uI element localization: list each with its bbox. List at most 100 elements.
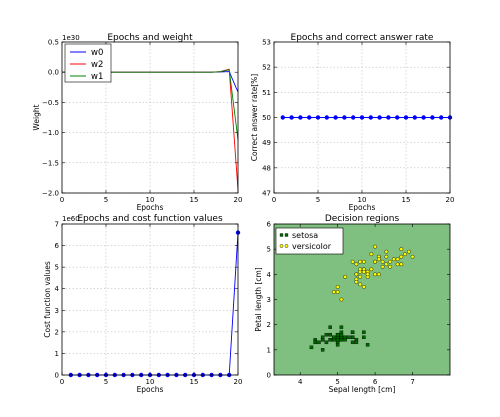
weight-chart-frame [61, 41, 239, 194]
data-point-versicolor [391, 257, 396, 262]
data-point-versicolor [354, 262, 359, 267]
data-point-versicolor [369, 267, 374, 272]
data-point-versicolor [384, 249, 389, 254]
data-point-versicolor [388, 259, 392, 264]
data-point-versicolor [399, 262, 404, 267]
y-tick-label: 0.0 [48, 69, 59, 77]
data-point-versicolor [335, 290, 340, 294]
data-point [412, 115, 417, 120]
y-tick-label: 49 [262, 139, 271, 147]
data-point-setosa [324, 332, 329, 337]
y-tick-label: 52 [262, 64, 271, 72]
data-point [430, 115, 435, 120]
data-point [395, 115, 400, 120]
data-point-setosa [317, 340, 321, 345]
data-point-versicolor [358, 282, 363, 287]
y-tick-label: 2 [55, 328, 59, 336]
data-point-versicolor [376, 272, 381, 277]
weight-chart-ylabel: Weight [32, 104, 41, 130]
data-point-versicolor [335, 285, 340, 289]
decision-regions-title: Decision regions [325, 214, 400, 224]
data-point-versicolor [395, 262, 400, 267]
data-point [421, 115, 426, 120]
x-tick-label: 10 [146, 196, 155, 204]
y-tick-label: −1.0 [42, 129, 59, 137]
data-point [386, 115, 391, 120]
y-tick-label: 2 [267, 321, 271, 329]
data-point-versicolor [373, 272, 378, 277]
data-point-versicolor [358, 267, 363, 272]
legend-swatch-setosa [284, 233, 289, 237]
cost-chart-ylabel: Cost function values [43, 261, 52, 338]
y-tick-label: 4 [267, 271, 272, 279]
accuracy-chart-ylabel: Correct answer rate[%] [250, 74, 259, 162]
data-point-setosa [320, 348, 325, 352]
data-point-versicolor [361, 269, 366, 274]
data-point-setosa [328, 338, 332, 342]
y-tick-label: 1 [267, 346, 271, 354]
x-tick-label: 0 [60, 196, 64, 204]
accuracy-chart-title: Epochs and correct answer rate [291, 33, 434, 43]
data-point-versicolor [332, 290, 336, 294]
accuracy-chart-frame [273, 41, 451, 194]
legend-box [275, 227, 344, 255]
data-point-setosa [350, 340, 355, 345]
y-tick-label: 48 [262, 164, 271, 172]
data-point-versicolor [410, 254, 415, 259]
y-tick-label: 0.5 [48, 39, 59, 47]
y-tick-label: 51 [262, 89, 271, 97]
cost-chart-xlabel: Epochs [137, 385, 164, 394]
decision-regions-chart: Decision regions 4 5 6 7 6 5 4 3 2 1 0 Sepal lengt… [254, 214, 451, 394]
data-point-versicolor [399, 247, 404, 252]
data-point-setosa [354, 340, 359, 345]
x-tick-label: 5 [104, 378, 108, 386]
data-point-versicolor [384, 262, 389, 267]
y-tick-label: −0.5 [42, 99, 59, 107]
data-point-versicolor [358, 259, 363, 264]
data-point-versicolor [354, 272, 359, 277]
x-tick-label: 15 [190, 378, 199, 386]
weight-chart-offset-text: 1e30 [62, 34, 80, 42]
decision-regions-legend: setosa versicolor [275, 227, 344, 255]
accuracy-chart: Epochs and correct answer rate 0 5 10 15 20 5… [250, 33, 454, 212]
y-tick-label: 6 [55, 242, 60, 250]
data-point-setosa [320, 338, 325, 342]
y-tick-label: 4 [55, 285, 60, 293]
data-point-versicolor [395, 257, 400, 262]
data-point-versicolor [373, 259, 378, 264]
x-tick-label: 5 [316, 196, 320, 204]
x-tick-label: 20 [234, 196, 243, 204]
x-tick-label: 20 [446, 196, 455, 204]
y-tick-label: 7 [55, 221, 59, 229]
cost-chart-offset-text: 1e60 [62, 215, 80, 223]
data-point [351, 115, 356, 120]
data-point-versicolor [350, 259, 355, 264]
data-point-versicolor [339, 297, 344, 302]
x-tick-label: 6 [373, 378, 378, 386]
data-point-setosa [335, 332, 340, 337]
y-tick-label: 3 [267, 296, 271, 304]
y-tick-label: 5 [267, 246, 271, 254]
x-tick-label: 4 [298, 378, 303, 386]
y-tick-label: 0 [267, 372, 271, 380]
data-point-setosa [362, 335, 366, 339]
data-point-setosa [362, 330, 366, 334]
data-point [289, 115, 294, 120]
y-tick-label: −1.5 [42, 159, 59, 167]
x-tick-label: 7 [410, 378, 414, 386]
data-point [368, 115, 373, 120]
weight-chart-legend: w0 w2 w1 [64, 43, 112, 83]
legend-label-w1: w1 [91, 72, 103, 82]
data-point-versicolor [406, 249, 411, 254]
x-tick-label: 5 [335, 378, 339, 386]
data-point-setosa [335, 338, 340, 342]
data-point-setosa [339, 332, 344, 337]
data-point-setosa [350, 335, 355, 339]
y-tick-label: 6 [267, 221, 272, 229]
data-point-setosa [328, 332, 332, 337]
decision-regions-frame [273, 223, 451, 376]
legend-label-w0: w0 [91, 48, 103, 58]
weight-chart-title: Epochs and weight [107, 33, 193, 43]
y-tick-label: 5 [55, 264, 59, 272]
